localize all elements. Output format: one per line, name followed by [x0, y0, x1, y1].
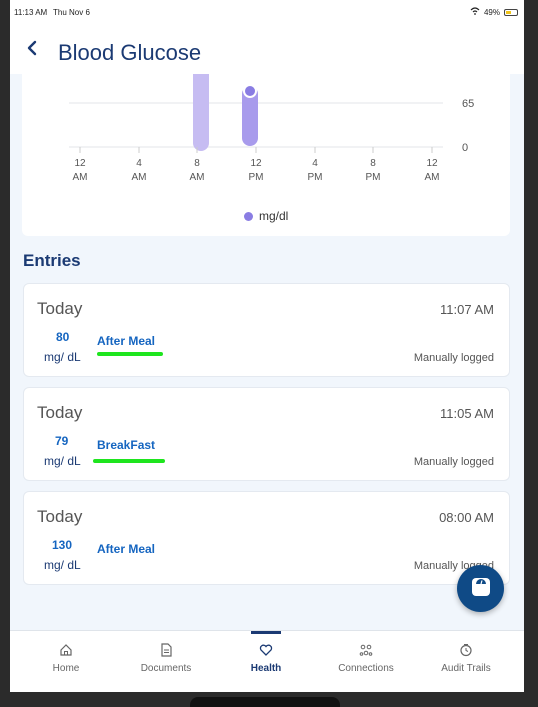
app-screen: 11:13 AM Thu Nov 6 49% Blood Glucose 65 … — [10, 0, 524, 692]
x-tick-label: 8 AM — [189, 158, 205, 183]
status-bar: 11:13 AM Thu Nov 6 49% — [10, 0, 524, 22]
x-tick-label: 4 PM — [307, 158, 323, 183]
entry-day: Today — [37, 507, 83, 526]
chart-bar-12pm — [242, 86, 258, 146]
nav-label: Documents — [140, 663, 192, 674]
entry-card[interactable]: Today 11:05 AM 79 mg/ dL BreakFast Manua… — [23, 387, 510, 481]
chart-point — [243, 84, 257, 98]
entry-unit: mg/ dL — [44, 350, 81, 364]
nav-documents[interactable]: Documents — [115, 631, 217, 692]
entry-unit: mg/ dL — [44, 454, 81, 468]
status-time: 11:13 AM — [14, 8, 48, 17]
entries-heading: Entries — [23, 251, 81, 270]
entry-tag: After Meal — [97, 542, 156, 556]
nav-label: Health — [250, 663, 282, 674]
nav-label: Audit Trails — [441, 663, 491, 674]
active-tab-indicator — [251, 631, 281, 634]
wifi-icon — [470, 7, 480, 17]
status-right: 49% — [470, 7, 518, 17]
entry-card[interactable]: Today 11:07 AM 80 mg/ dL After Meal Manu… — [23, 283, 510, 377]
glucose-chart: 65 0 12 AM 4 AM 8 AM 12 PM 4 PM 8 PM 12 AM — [22, 74, 510, 236]
battery-percent: 49% — [483, 7, 500, 17]
status-date: Thu Nov 6 — [53, 8, 90, 17]
entry-source: Manually logged — [413, 456, 494, 468]
nav-label: Connections — [338, 663, 394, 674]
entry-value: 80 — [56, 330, 70, 344]
document-icon — [161, 643, 172, 657]
back-icon[interactable] — [25, 40, 39, 56]
entry-day: Today — [37, 299, 83, 318]
entry-value: 79 — [55, 434, 69, 448]
connections-icon — [359, 644, 373, 656]
nav-label: Home — [52, 663, 80, 674]
highlight-underline — [97, 352, 163, 356]
highlight-underline — [93, 459, 165, 463]
x-tick-label: 4 AM — [131, 158, 147, 183]
x-tick-label: 12 AM — [72, 158, 88, 183]
page-header: Blood Glucose — [10, 22, 524, 74]
entry-tag: After Meal — [97, 334, 156, 348]
add-reading-button[interactable] — [457, 565, 504, 612]
entry-unit: mg/ dL — [44, 558, 81, 572]
x-tick-label: 8 PM — [365, 158, 381, 183]
x-ticks — [79, 147, 433, 153]
battery-icon — [504, 8, 518, 16]
legend-swatch — [244, 211, 253, 221]
chart-bar-8am — [193, 74, 209, 151]
nav-health[interactable]: Health — [215, 631, 317, 692]
y-tick-0: 0 — [462, 142, 468, 154]
entry-day: Today — [37, 403, 83, 422]
audit-icon — [460, 644, 472, 657]
entry-value: 130 — [52, 538, 73, 552]
scale-icon — [470, 574, 492, 603]
legend-label: mg/dl — [259, 209, 289, 223]
entry-source: Manually logged — [413, 352, 494, 364]
x-tick-label: 12 PM — [248, 158, 264, 183]
nav-home[interactable]: Home — [15, 631, 117, 692]
entry-time: 08:00 AM — [439, 510, 494, 525]
entry-time: 11:07 AM — [440, 302, 494, 317]
entry-time: 11:05 AM — [440, 406, 494, 421]
chart-legend: mg/dl — [244, 209, 288, 223]
home-indicator — [190, 697, 340, 707]
nav-audit-trails[interactable]: Audit Trails — [415, 631, 517, 692]
entry-tag: BreakFast — [97, 438, 156, 452]
nav-connections[interactable]: Connections — [315, 631, 417, 692]
chart-svg: 65 0 — [69, 74, 474, 154]
x-tick-label: 12 AM — [424, 158, 440, 183]
entry-card[interactable]: Today 08:00 AM 130 mg/ dL After Meal Man… — [23, 491, 510, 585]
page-title: Blood Glucose — [58, 40, 202, 65]
y-tick-65: 65 — [462, 98, 474, 110]
bottom-nav: Home Documents Health Connections Audit … — [10, 630, 524, 692]
heart-icon — [259, 644, 273, 656]
home-icon — [60, 644, 72, 656]
